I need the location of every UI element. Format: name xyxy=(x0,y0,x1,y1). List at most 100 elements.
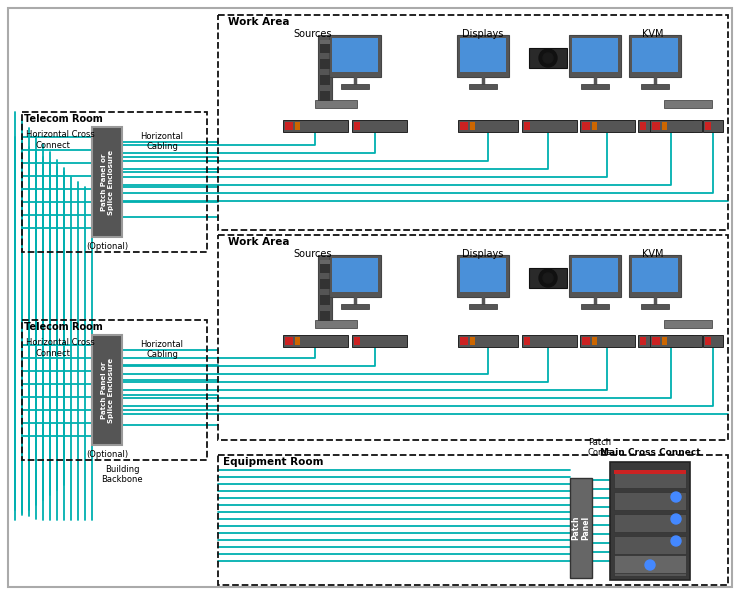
Bar xyxy=(629,35,681,77)
Bar xyxy=(652,122,660,130)
Bar xyxy=(354,337,360,345)
Text: Displays: Displays xyxy=(462,29,504,39)
Bar xyxy=(664,320,712,328)
Bar xyxy=(524,337,530,345)
Bar xyxy=(22,320,207,460)
Text: Patch
Panel: Patch Panel xyxy=(571,516,591,540)
Bar xyxy=(572,38,618,72)
Text: Patch
Cords: Patch Cords xyxy=(588,437,612,457)
Bar xyxy=(638,120,693,132)
Bar xyxy=(614,492,686,510)
Bar xyxy=(315,100,357,108)
Text: Connect: Connect xyxy=(36,141,71,150)
Text: KVM: KVM xyxy=(642,29,664,39)
Text: Horizontal
Cabling: Horizontal Cabling xyxy=(141,340,184,359)
Text: Telecom Room: Telecom Room xyxy=(24,322,103,332)
Circle shape xyxy=(543,53,553,63)
Bar xyxy=(664,100,712,108)
Bar xyxy=(460,337,468,345)
Bar xyxy=(470,337,475,345)
Bar xyxy=(218,455,728,585)
Text: Sources: Sources xyxy=(294,29,332,39)
Text: Displays: Displays xyxy=(462,249,504,259)
Bar xyxy=(341,84,369,89)
Bar xyxy=(662,122,667,130)
Bar xyxy=(218,235,728,440)
Bar xyxy=(641,84,669,89)
Bar xyxy=(320,263,330,273)
Circle shape xyxy=(539,49,557,67)
Text: Telecom Room: Telecom Room xyxy=(24,114,103,124)
Bar xyxy=(614,514,686,532)
Bar xyxy=(341,304,369,309)
Bar xyxy=(572,258,618,292)
Bar xyxy=(640,122,646,130)
Bar xyxy=(641,304,669,309)
Bar xyxy=(320,59,330,69)
Bar xyxy=(458,335,518,347)
Bar xyxy=(662,337,667,345)
Text: Sources: Sources xyxy=(294,249,332,259)
Circle shape xyxy=(539,269,557,287)
Bar xyxy=(460,38,506,72)
Bar xyxy=(218,15,728,230)
Bar xyxy=(460,122,468,130)
Bar xyxy=(582,122,590,130)
Bar xyxy=(283,120,348,132)
Bar xyxy=(318,255,332,320)
Text: Horizontal
Cabling: Horizontal Cabling xyxy=(141,132,184,151)
Bar xyxy=(529,48,567,68)
Bar xyxy=(569,35,621,77)
Bar xyxy=(592,337,597,345)
Bar xyxy=(705,122,711,130)
Bar xyxy=(614,558,686,576)
Bar xyxy=(581,84,609,89)
Text: (Optional): (Optional) xyxy=(86,450,128,459)
Bar xyxy=(318,35,332,100)
Bar xyxy=(592,122,597,130)
Bar xyxy=(632,258,678,292)
Bar xyxy=(580,335,635,347)
Bar xyxy=(332,38,378,72)
Text: Patch Panel or
Splice Enclosure: Patch Panel or Splice Enclosure xyxy=(101,358,113,422)
Bar xyxy=(469,304,497,309)
Bar xyxy=(638,335,693,347)
Bar xyxy=(320,43,330,53)
Bar xyxy=(320,311,330,321)
Bar xyxy=(457,255,509,297)
Bar xyxy=(522,120,577,132)
Bar xyxy=(524,122,530,130)
Text: Connect: Connect xyxy=(36,349,71,358)
Bar xyxy=(320,279,330,289)
Bar xyxy=(315,320,357,328)
Text: Work Area: Work Area xyxy=(228,237,289,247)
Bar xyxy=(92,127,122,237)
Bar xyxy=(470,122,475,130)
Bar xyxy=(329,35,381,77)
Bar xyxy=(285,122,293,130)
Bar xyxy=(705,337,711,345)
Bar xyxy=(580,120,635,132)
Bar xyxy=(640,337,646,345)
Bar xyxy=(283,335,348,347)
Bar xyxy=(614,555,686,573)
Bar xyxy=(352,120,407,132)
Bar xyxy=(650,120,702,132)
Text: Building
Backbone: Building Backbone xyxy=(101,465,143,484)
Bar xyxy=(320,260,330,264)
Text: (Optional): (Optional) xyxy=(86,242,128,251)
Bar xyxy=(320,295,330,305)
Bar xyxy=(320,75,330,85)
Bar xyxy=(329,255,381,297)
Bar xyxy=(610,462,690,580)
Bar xyxy=(570,478,592,578)
Bar xyxy=(629,255,681,297)
Bar xyxy=(285,337,293,345)
Bar xyxy=(529,268,567,288)
Bar xyxy=(457,35,509,77)
Circle shape xyxy=(671,536,681,546)
Text: Horizontal Cross: Horizontal Cross xyxy=(26,130,95,139)
Text: Patch Panel or
Splice Enclosure: Patch Panel or Splice Enclosure xyxy=(101,149,113,215)
Text: Work Area: Work Area xyxy=(228,17,289,27)
Bar xyxy=(632,38,678,72)
